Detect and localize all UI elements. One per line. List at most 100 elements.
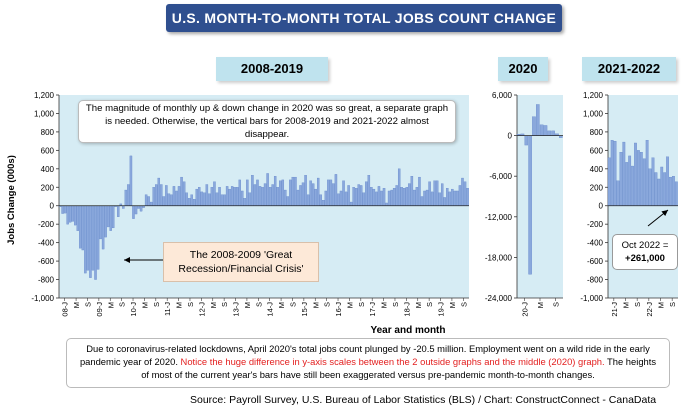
x-tick-label: S [254,302,263,307]
bar [327,179,330,206]
bar [334,174,338,206]
period-label-2021-2022: 2021-2022 [582,57,676,81]
bar [631,165,634,206]
bar [124,189,128,206]
bar [63,205,67,214]
bar [94,205,97,280]
bar [387,190,391,206]
bar [433,180,436,206]
bar [210,187,214,206]
x-tick-label: M [414,302,423,308]
bar [205,184,209,206]
bar [311,183,315,206]
y-tick-label: -400 [38,239,55,248]
bar [332,183,335,206]
bar [392,188,396,206]
bar [357,184,360,206]
bar [385,202,388,206]
bar [182,181,186,206]
y-tick-label: 200 [590,183,604,192]
bar [536,104,540,136]
bar [149,201,153,206]
bar [423,190,426,206]
bar [539,124,544,136]
bar [122,205,125,209]
x-tick-label: M [277,302,286,308]
y-tick-label: 200 [41,183,55,192]
bar [319,194,322,206]
bar [198,187,201,206]
bar [236,187,239,206]
bar [208,193,211,206]
bar [448,191,452,206]
bar [657,178,661,206]
period-label-2020: 2020 [498,57,548,81]
bar [241,190,244,206]
bar [144,194,148,206]
bar [349,201,353,206]
bar [610,140,614,206]
x-tick-label: 13-J [232,302,241,317]
bar [524,135,529,146]
bar [616,180,620,206]
bar [61,205,64,214]
bar [435,180,439,206]
bar [223,194,226,206]
bar [528,135,532,275]
y-tick-label: -600 [587,257,604,266]
x-tick-label: 08-J [61,302,70,317]
y-tick-label: 800 [41,128,55,137]
bar [263,183,267,206]
y-tick-label: -600 [38,257,55,266]
bar [380,190,383,206]
bar [645,140,649,206]
bar [79,205,82,249]
bar [425,189,429,206]
x-tick-label: M [140,302,149,308]
bar [134,205,138,215]
bar [532,116,536,136]
oct-2022-callout: Oct 2022 = +261,000 [612,234,678,270]
bar [403,188,406,206]
y-tick-label: 1,200 [583,91,604,100]
y-tick-label: -800 [587,276,604,285]
bar [438,192,441,206]
bar [215,192,219,206]
x-tick-label: M [380,302,389,308]
bar [607,157,611,206]
bar [651,157,655,206]
x-tick-label: S [152,302,161,307]
bar [352,187,355,206]
bar [96,205,100,270]
recession-callout-text: The 2008-2009 'Great Recession/Financial… [178,249,304,275]
bar [253,184,257,206]
bar [180,176,183,206]
bar [543,125,548,136]
note-red: Notice the huge difference in y-axis sca… [180,356,605,367]
annotation-box: The magnitude of monthly up & down chang… [78,100,456,143]
note-part1: Due to coronavirus-related lockdowns, Ap… [79,343,650,367]
bar [76,205,80,231]
bar [372,188,376,206]
y-tick-label: 0 [599,202,604,211]
bar [66,205,69,225]
bar [286,196,290,206]
y-tick-label: 0 [50,202,55,211]
oct-arrow [647,209,669,227]
bar [405,187,409,206]
bar [625,162,629,206]
bar [132,205,135,219]
bar [642,158,646,206]
y-tick-label: -6,000 [489,172,512,181]
y-tick-label: -18,000 [485,253,513,262]
bar [243,198,247,206]
x-tick-label: 11-J [163,302,172,316]
y-tick-label: 1,200 [34,91,55,100]
bar [622,141,626,206]
bar [127,184,130,206]
bar [296,189,300,206]
bar [165,185,168,206]
bar [347,185,350,206]
bar [365,181,368,206]
bar [104,205,107,238]
